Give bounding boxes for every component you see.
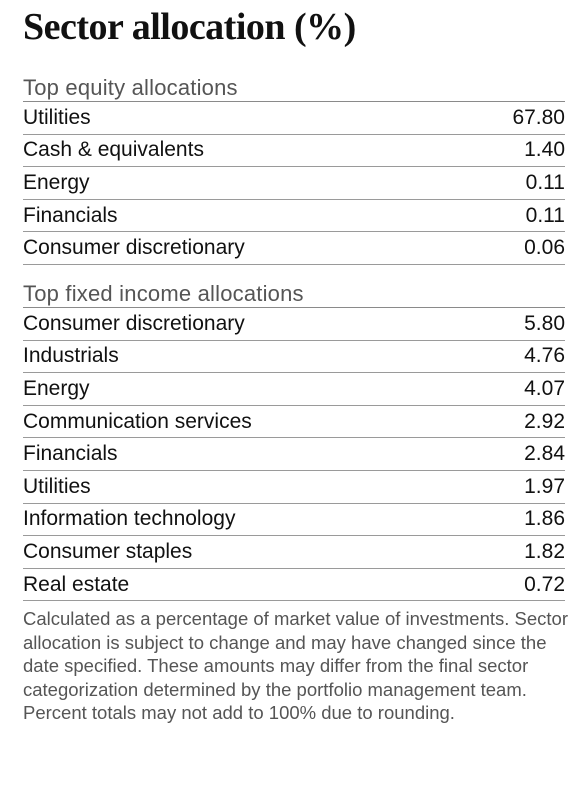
row-value: 2.92 (524, 409, 565, 433)
row-value: 4.07 (524, 376, 565, 400)
row-label: Information technology (23, 507, 236, 531)
fixed-income-section: Top fixed income allocations Consumer di… (23, 280, 565, 602)
footnote: Calculated as a percentage of market val… (23, 608, 569, 724)
row-label: Communication services (23, 409, 252, 433)
table-row: Real estate 0.72 (23, 569, 565, 602)
row-label: Cash & equivalents (23, 138, 204, 162)
row-value: 0.72 (524, 572, 565, 596)
table-row: Consumer staples 1.82 (23, 536, 565, 569)
table-row: Cash & equivalents 1.40 (23, 135, 565, 168)
equity-heading: Top equity allocations (23, 74, 565, 102)
table-row: Utilities 1.97 (23, 471, 565, 504)
row-label: Energy (23, 376, 90, 400)
table-row: Utilities 67.80 (23, 102, 565, 135)
row-value: 5.80 (524, 311, 565, 335)
row-value: 1.82 (524, 539, 565, 563)
row-value: 0.11 (525, 203, 565, 227)
row-label: Real estate (23, 572, 130, 596)
table-row: Energy 4.07 (23, 373, 565, 406)
row-label: Energy (23, 170, 90, 194)
row-label: Consumer discretionary (23, 311, 245, 335)
row-label: Utilities (23, 105, 91, 129)
row-value: 1.97 (524, 474, 565, 498)
table-row: Financials 0.11 (23, 200, 565, 233)
row-label: Financials (23, 442, 118, 466)
equity-section: Top equity allocations Utilities 67.80 C… (23, 74, 565, 265)
row-label: Utilities (23, 474, 91, 498)
row-value: 0.06 (524, 236, 565, 260)
sector-allocation-panel: Sector allocation (%) Top equity allocat… (23, 0, 569, 743)
row-value: 67.80 (512, 105, 565, 129)
row-label: Financials (23, 203, 118, 227)
table-row: Communication services 2.92 (23, 406, 565, 439)
table-row: Financials 2.84 (23, 438, 565, 471)
row-value: 1.86 (524, 507, 565, 531)
table-row: Consumer discretionary 5.80 (23, 308, 565, 341)
row-value: 0.11 (525, 170, 565, 194)
row-label: Consumer discretionary (23, 236, 245, 260)
page-title: Sector allocation (%) (23, 6, 356, 48)
table-row: Industrials 4.76 (23, 341, 565, 374)
row-value: 2.84 (524, 442, 565, 466)
row-value: 1.40 (524, 138, 565, 162)
row-label: Industrials (23, 344, 119, 368)
table-row: Consumer discretionary 0.06 (23, 232, 565, 265)
row-value: 4.76 (524, 344, 565, 368)
fixed-income-heading: Top fixed income allocations (23, 280, 565, 308)
table-row: Energy 0.11 (23, 167, 565, 200)
table-row: Information technology 1.86 (23, 504, 565, 537)
row-label: Consumer staples (23, 539, 193, 563)
